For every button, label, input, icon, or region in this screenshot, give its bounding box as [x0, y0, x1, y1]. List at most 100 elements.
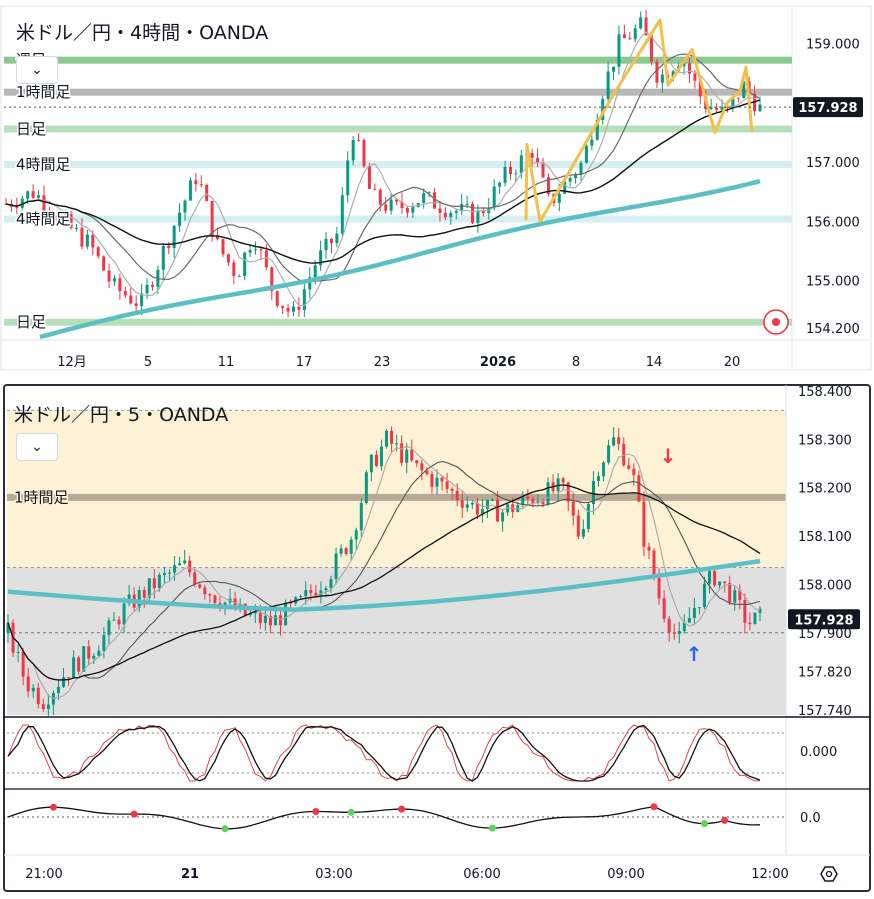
bottom-candle	[728, 582, 732, 603]
top-chart-svg[interactable]: 159.000 157.000 156.000 155.000 154.200 12月 5 1…	[0, 0, 874, 380]
osc2-level-tick: 0.0	[800, 811, 821, 826]
top-candle	[319, 250, 323, 266]
bottom-level-label: 1時間足	[14, 488, 69, 506]
bottom-y-tick: 158.100	[798, 530, 852, 545]
bottom-candle	[531, 498, 535, 504]
top-candle	[194, 180, 198, 185]
bottom-candle	[692, 607, 696, 619]
bottom-ma-long	[7, 558, 761, 612]
bottom-candle	[723, 581, 727, 583]
top-candle	[595, 120, 599, 140]
bottom-band-upper	[7, 410, 786, 568]
top-candle	[291, 306, 295, 312]
bottom-candle	[183, 560, 187, 564]
bottom-candle	[87, 646, 91, 659]
top-candle	[75, 227, 79, 229]
top-candle	[628, 38, 632, 40]
top-price-tag-label: 157.928	[798, 101, 857, 116]
top-candle	[568, 178, 572, 182]
bottom-ma-mid	[7, 460, 761, 681]
bottom-candle	[152, 578, 156, 589]
bottom-candle	[697, 607, 701, 609]
top-candle	[150, 284, 154, 287]
top-candle	[118, 278, 122, 292]
top-x-tick: 17	[296, 355, 313, 370]
bottom-candle	[526, 496, 530, 499]
bottom-y-tick: 158.400	[798, 385, 852, 400]
settings-hex-icon-center	[825, 870, 833, 878]
bottom-chart-pane[interactable]: 158.400 158.300 158.200 158.100 158.000 157.9…	[0, 383, 874, 895]
bottom-candle	[258, 611, 262, 623]
top-candle	[69, 214, 73, 228]
top-candle	[557, 193, 561, 203]
bottom-candle	[304, 589, 308, 597]
top-level-zone	[4, 161, 792, 169]
bottom-candle	[501, 512, 505, 522]
bottom-candle	[390, 430, 394, 444]
osc2-trough-dot	[347, 808, 355, 816]
bottom-collapse-dropdown[interactable]: ⌄	[16, 433, 58, 461]
top-candle	[671, 71, 675, 79]
osc2-peak-dot	[49, 803, 57, 811]
top-collapse-dropdown[interactable]: ⌄	[16, 56, 58, 84]
top-candle	[167, 245, 171, 248]
top-candle	[248, 249, 252, 253]
bottom-y-tick: 157.740	[798, 704, 852, 719]
top-level-label: 4時間足	[16, 156, 71, 174]
top-chart-pane[interactable]: 159.000 157.000 156.000 155.000 154.200 12月 5 1…	[0, 0, 874, 380]
top-level-zone	[4, 88, 792, 96]
bottom-candle	[117, 619, 121, 625]
osc2-peak-dot	[398, 805, 406, 813]
top-candle	[237, 276, 241, 278]
top-candle	[270, 267, 274, 292]
bottom-y-tick: 157.900	[798, 627, 852, 642]
bottom-candle	[385, 430, 389, 447]
top-candle	[178, 212, 182, 226]
top-candle	[199, 184, 203, 186]
top-candle	[644, 17, 648, 36]
top-candle	[427, 192, 431, 194]
osc2-trough-dot	[221, 825, 229, 833]
top-x-tick: 2026	[480, 355, 516, 370]
bottom-candle	[263, 616, 267, 623]
bottom-candle	[748, 622, 752, 625]
bottom-candle	[596, 476, 600, 481]
sell-arrow-icon: ↓	[660, 444, 677, 468]
bottom-candle	[460, 500, 464, 508]
bottom-candle	[677, 631, 681, 634]
top-level-label: 4時間足	[16, 210, 71, 228]
bottom-candle	[400, 443, 404, 463]
bottom-candle	[213, 595, 217, 604]
bottom-y-tick: 157.820	[798, 665, 852, 680]
top-candle	[335, 233, 339, 244]
top-candle	[254, 249, 258, 251]
top-candle	[102, 256, 106, 271]
bottom-candle	[359, 502, 363, 531]
bottom-candle	[147, 578, 151, 598]
top-candle	[140, 293, 144, 307]
bottom-candle	[627, 465, 631, 469]
bottom-y-tick: 158.000	[798, 578, 852, 593]
top-level-label: 1時間足	[16, 83, 71, 101]
top-candle	[715, 107, 719, 110]
bottom-candle	[415, 460, 419, 464]
bottom-candle	[420, 463, 424, 471]
top-y-tick: 159.000	[806, 38, 860, 53]
top-candle	[612, 66, 616, 72]
bottom-x-tick: 21:00	[25, 867, 62, 882]
top-candle	[682, 63, 686, 67]
bottom-candle	[743, 600, 747, 623]
top-x-tick: 12月	[57, 355, 87, 370]
top-candle	[541, 162, 545, 178]
top-candle	[601, 98, 605, 121]
bottom-candle	[753, 612, 757, 625]
bottom-candle	[329, 579, 333, 589]
bottom-candle	[273, 615, 277, 626]
top-level-zone	[4, 215, 792, 223]
bottom-band-lower	[7, 567, 786, 715]
bottom-candle	[566, 482, 570, 502]
bottom-chart-svg[interactable]: 158.400 158.300 158.200 158.100 158.000 157.9…	[0, 383, 874, 895]
top-candle	[31, 191, 35, 198]
bottom-candle	[56, 686, 60, 693]
top-candle	[633, 28, 637, 40]
